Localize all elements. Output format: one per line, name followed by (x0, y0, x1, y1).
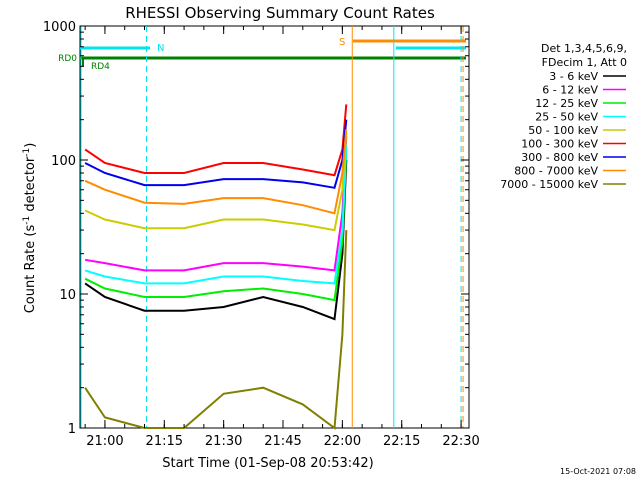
saa-flag-label: S (339, 37, 345, 48)
rd4-label: RD4 (91, 62, 110, 72)
series-line (84, 144, 348, 285)
series-line (84, 132, 348, 232)
y-tick-label: 1 (68, 422, 76, 437)
y-tick-label: 10 (59, 288, 76, 303)
legend-label: 25 - 50 keV (535, 111, 598, 124)
y-axis-label-sup1: -1 (22, 216, 32, 225)
timestamp: 15-Oct-2021 07:08 (560, 467, 636, 476)
x-tick-label: 21:15 (146, 434, 183, 449)
plot-frame (79, 25, 470, 429)
x-tick-label: 22:00 (324, 434, 361, 449)
series-line (84, 104, 348, 177)
y-axis-label-part2: detector (23, 156, 38, 216)
y-axis-label-part1: Count Rate (s (23, 225, 38, 314)
x-tick-label: 22:30 (442, 434, 479, 449)
series-line (84, 129, 348, 215)
legend-header-1: Det 1,3,4,5,6,9, (541, 42, 627, 55)
y-axis-label-sup2: -1 (22, 148, 32, 157)
legend-label: 800 - 7000 keV (514, 165, 598, 178)
legend-label: 3 - 6 keV (549, 70, 598, 83)
y-tick-label: 100 (51, 154, 76, 169)
y-axis-label: Count Rate (s-1 detector-1) (22, 143, 38, 314)
axis-ticks: 21:00 21:15 21:30 21:45 22:00 22:15 22:30 1 10 10… (43, 20, 480, 449)
legend-label: 300 - 800 keV (521, 151, 598, 164)
x-axis-label: Start Time (01-Sep-08 20:53:42) (162, 456, 373, 471)
rd0-label: RD0 (58, 54, 77, 64)
series-line (84, 136, 348, 272)
legend-label: 50 - 100 keV (528, 124, 598, 137)
legend-label: 6 - 12 keV (542, 84, 598, 97)
x-tick-label: 21:45 (264, 434, 301, 449)
night-flag-label: N (157, 43, 164, 54)
x-tick-label: 21:00 (86, 434, 123, 449)
legend-label: 100 - 300 keV (521, 138, 598, 151)
legend-header-2: FDecim 1, Att 0 (542, 56, 627, 69)
legend: Det 1,3,4,5,6,9, FDecim 1, Att 0 3 - 6 k… (500, 42, 627, 191)
plot-area (79, 25, 470, 429)
series-line (84, 159, 348, 321)
chart-title: RHESSI Observing Summary Count Rates (125, 4, 435, 22)
y-axis-label-part3: ) (23, 143, 38, 148)
series-line (84, 230, 348, 430)
legend-label: 7000 - 15000 keV (500, 178, 598, 191)
x-tick-label: 21:30 (205, 434, 242, 449)
series-line (84, 119, 348, 189)
legend-label: 12 - 25 keV (535, 97, 598, 110)
series-layer (84, 104, 348, 430)
y-tick-label: 1000 (43, 20, 76, 35)
flag-markers: RD0 RD4 N S (58, 26, 466, 428)
x-tick-label: 22:15 (383, 434, 420, 449)
series-line (84, 149, 348, 302)
